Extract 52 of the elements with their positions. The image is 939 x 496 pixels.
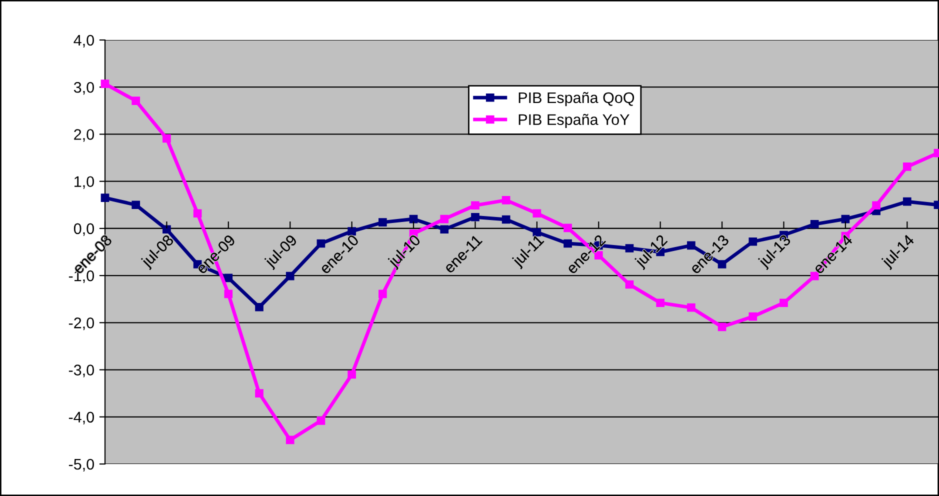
point — [378, 290, 387, 298]
point — [132, 96, 140, 105]
point — [162, 134, 171, 143]
point — [471, 212, 480, 222]
point — [348, 227, 356, 236]
point — [316, 416, 326, 425]
point — [532, 209, 542, 218]
y-tick-label: -3,0 — [68, 364, 94, 378]
point — [841, 214, 850, 224]
point — [780, 298, 788, 308]
y-tick-label: 2,0 — [74, 129, 94, 142]
point — [564, 224, 572, 232]
point — [471, 201, 480, 210]
y-tick-label: -2,0 — [68, 318, 94, 330]
point — [224, 290, 233, 298]
point — [502, 215, 510, 224]
point — [625, 244, 634, 252]
point — [409, 214, 418, 224]
y-tick-label: 4,0 — [74, 34, 94, 48]
point — [656, 298, 664, 308]
y-tick-label: 1,0 — [74, 176, 94, 189]
point — [378, 218, 387, 226]
y-tick-label: 0,0 — [74, 223, 94, 236]
point — [255, 389, 264, 398]
point — [810, 220, 819, 228]
point — [748, 312, 758, 321]
point — [810, 272, 819, 280]
point — [902, 197, 912, 206]
point — [255, 302, 264, 312]
y-tick-label: 3,0 — [74, 82, 94, 95]
y-tick-label: -5,0 — [68, 458, 94, 472]
point — [224, 274, 233, 282]
point — [162, 225, 171, 234]
legend-label: PIB España YoY — [518, 114, 630, 128]
point — [193, 209, 202, 218]
point — [687, 303, 696, 312]
point — [718, 322, 726, 332]
point — [748, 237, 758, 246]
point — [100, 194, 110, 202]
y-tick-label: -4,0 — [68, 412, 94, 424]
point — [902, 162, 912, 171]
point — [440, 214, 449, 224]
point — [872, 201, 880, 210]
point — [502, 196, 510, 204]
legend-label: PIB España QoQ — [518, 92, 634, 106]
point — [625, 280, 634, 289]
point — [286, 436, 294, 444]
point — [532, 228, 542, 236]
point — [440, 225, 449, 234]
point — [132, 200, 140, 210]
point — [348, 370, 356, 379]
point — [286, 272, 294, 280]
